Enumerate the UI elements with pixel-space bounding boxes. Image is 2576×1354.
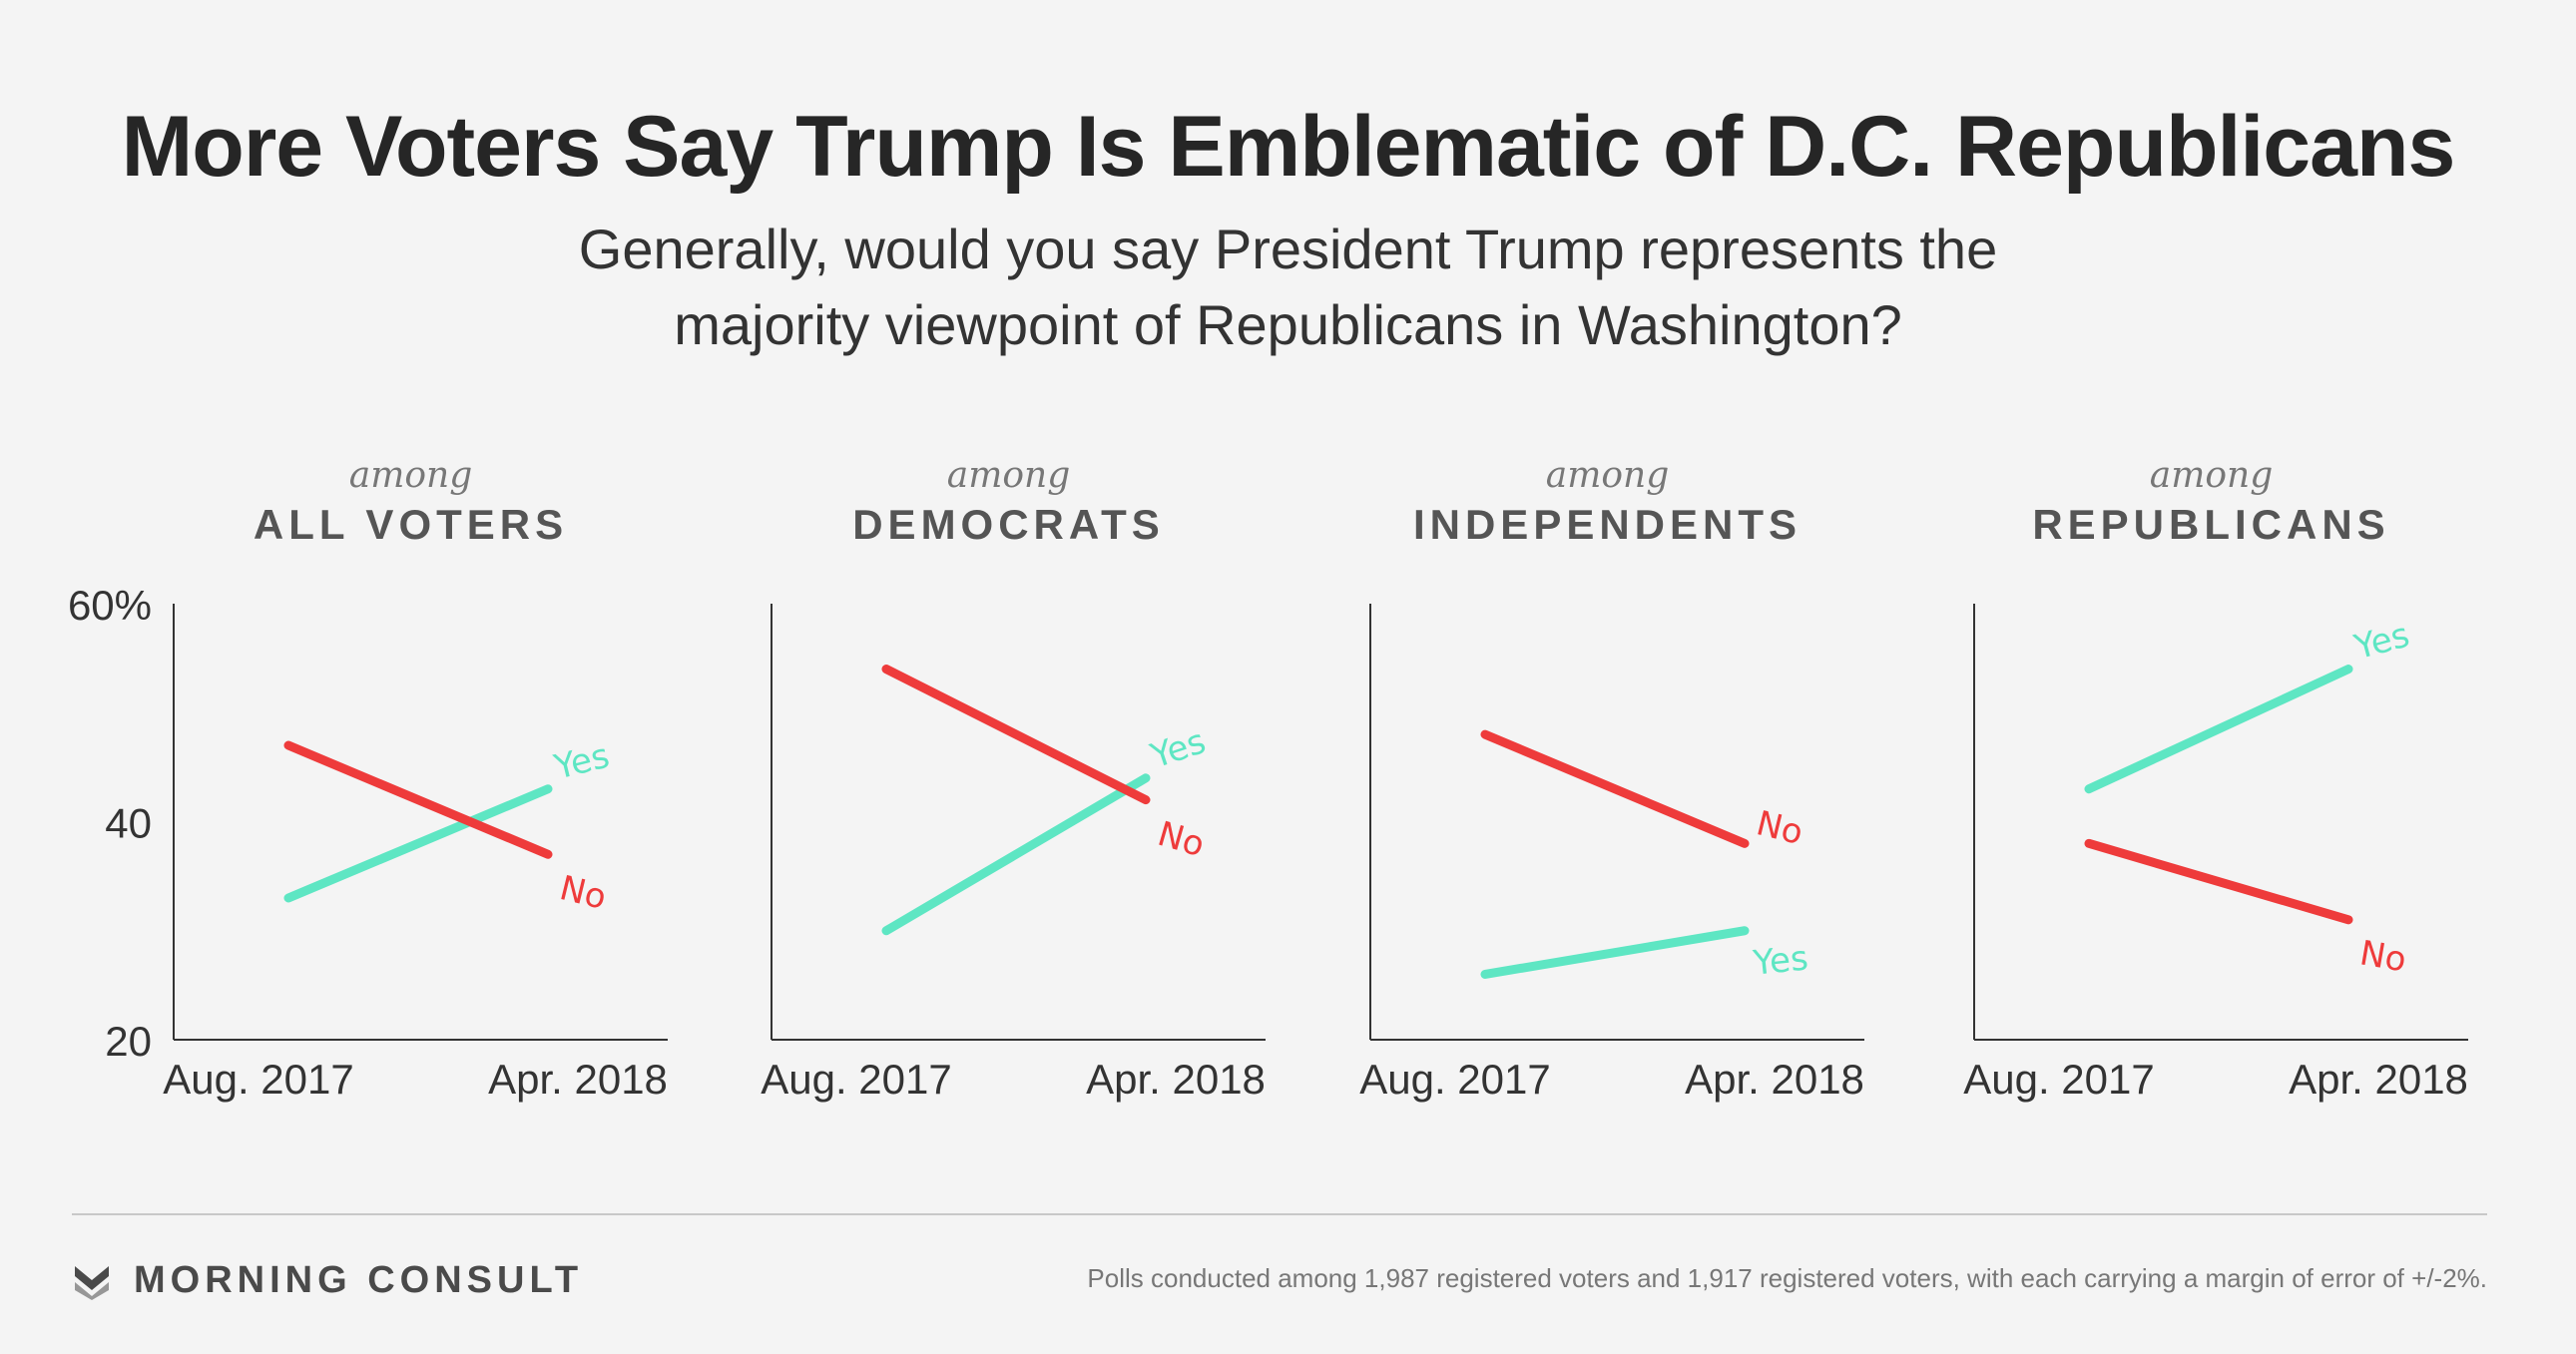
series-line-yes (881, 773, 1151, 936)
panel-prefix: among (349, 455, 473, 496)
y-tick-label: 20 (105, 1018, 152, 1065)
x-tick-label: Apr. 2018 (2289, 1056, 2468, 1103)
series-label-no: No (556, 868, 610, 918)
y-tick-label: 40 (105, 800, 152, 847)
series-label-no: No (1154, 814, 1210, 865)
panel-title: INDEPENDENTS (1413, 501, 1802, 548)
series-label-yes: Yes (2349, 615, 2413, 668)
series-label-yes: Yes (1145, 721, 1211, 777)
series-label-no: No (1753, 803, 1806, 853)
x-tick-label: Aug. 2017 (163, 1056, 354, 1103)
series-line-yes (283, 784, 553, 903)
chart-subtitle: Generally, would you say President Trump… (0, 212, 2576, 363)
x-tick-label: Aug. 2017 (761, 1056, 952, 1103)
x-tick-label: Aug. 2017 (1359, 1056, 1551, 1103)
panel-title: REPUBLICANS (2032, 501, 2389, 548)
x-tick-label: Aug. 2017 (1963, 1056, 2155, 1103)
series-line-no (881, 665, 1151, 805)
series-label-yes: Yes (550, 736, 614, 788)
series-line-no (2084, 838, 2353, 925)
footer-divider (72, 1213, 2487, 1215)
panel-title: DEMOCRATS (852, 501, 1165, 548)
source-note: Polls conducted among 1,987 registered v… (1087, 1263, 2487, 1293)
panel-prefix: among (2150, 455, 2274, 496)
panel-title: ALL VOTERS (254, 501, 568, 548)
series-line-yes (1480, 926, 1750, 979)
brand: MORNING CONSULT (72, 1255, 583, 1305)
chart-title: More Voters Say Trump Is Emblematic of D… (121, 99, 2456, 195)
series-line-yes (2084, 665, 2353, 794)
x-tick-label: Apr. 2018 (1685, 1056, 1864, 1103)
subtitle-line-2: majority viewpoint of Republicans in Was… (674, 293, 1902, 356)
series-line-no (1480, 729, 1750, 848)
series-label-yes: Yes (1751, 938, 1810, 983)
panel-prefix: among (947, 455, 1071, 496)
x-tick-label: Apr. 2018 (488, 1056, 668, 1103)
y-tick-label: 60% (68, 582, 152, 629)
panel-prefix: among (1546, 455, 1670, 496)
series-line-no (283, 740, 553, 859)
subtitle-line-1: Generally, would you say President Trump… (578, 218, 1998, 280)
series-label-no: No (2356, 933, 2408, 980)
brand-name: MORNING CONSULT (134, 1258, 584, 1301)
morning-consult-logo-icon (75, 1266, 109, 1300)
x-tick-label: Apr. 2018 (1086, 1056, 1266, 1103)
